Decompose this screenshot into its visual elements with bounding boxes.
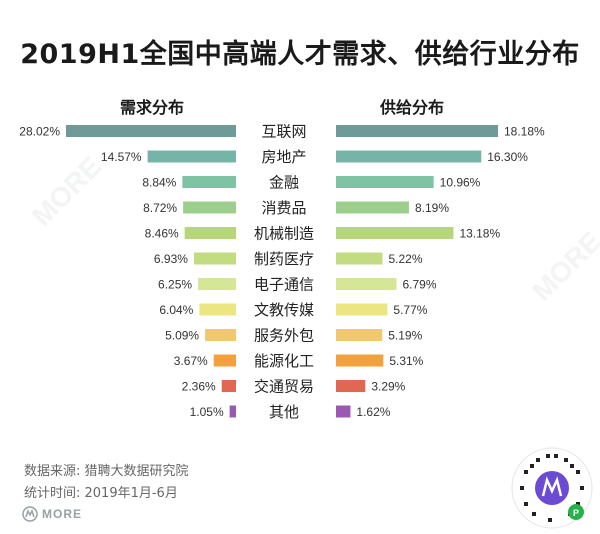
supply-bar (336, 227, 454, 239)
category-label: 能源化工 (254, 352, 314, 370)
supply-value-label: 1.62% (356, 405, 390, 419)
svg-text:P: P (573, 508, 579, 518)
demand-bar (229, 405, 236, 418)
supply-bar (336, 201, 409, 214)
category-label: 电子通信 (254, 276, 314, 294)
category-label: 其他 (269, 403, 299, 421)
category-label: 消费品 (261, 199, 306, 217)
supply-bar (336, 150, 482, 163)
logo-text: MORE (42, 507, 82, 521)
demand-value-label: 8.84% (142, 176, 176, 190)
demand-value-label: 28.02% (19, 125, 60, 139)
demand-subtitle: 需求分布 (120, 98, 185, 117)
category-label: 互联网 (261, 123, 306, 141)
supply-value-label: 16.30% (487, 150, 528, 164)
demand-value-label: 8.72% (143, 201, 177, 215)
supply-value-label: 13.18% (459, 227, 500, 241)
category-label: 交通贸易 (254, 378, 314, 396)
stat-period: 统计时间: 2019年1月-6月 (24, 486, 178, 501)
demand-value-label: 5.09% (165, 329, 199, 343)
demand-bar (193, 252, 236, 265)
demand-value-label: 2.36% (182, 380, 216, 394)
supply-bar (336, 125, 498, 137)
supply-value-label: 5.77% (393, 303, 427, 317)
demand-bar (205, 329, 236, 341)
demand-bar (183, 201, 236, 214)
demand-bar (66, 125, 236, 137)
qr-code-icon[interactable]: P (510, 446, 594, 530)
category-label: 制药医疗 (254, 250, 314, 268)
chart-title: 2019H1全国中高端人才需求、供给行业分布 (20, 39, 580, 70)
demand-bar (199, 303, 236, 316)
category-label: 机械制造 (254, 225, 314, 243)
supply-value-label: 3.29% (371, 380, 405, 394)
supply-bar (336, 278, 397, 290)
data-source: 数据来源: 猎聘大数据研究院 (24, 464, 189, 479)
demand-bar (198, 278, 236, 290)
demand-value-label: 6.25% (158, 278, 192, 292)
demand-value-label: 6.93% (154, 252, 188, 266)
supply-value-label: 10.96% (440, 176, 481, 190)
logo-icon (22, 506, 38, 522)
demand-value-label: 14.57% (101, 150, 142, 164)
supply-value-label: 18.18% (504, 125, 545, 139)
demand-value-label: 6.04% (159, 303, 193, 317)
demand-bar (182, 176, 236, 188)
demand-bar (147, 150, 236, 163)
category-label: 房地产 (261, 148, 306, 166)
supply-value-label: 5.19% (388, 329, 422, 343)
supply-value-label: 8.19% (415, 201, 449, 215)
category-label: 金融 (269, 174, 299, 192)
demand-value-label: 8.46% (145, 227, 179, 241)
category-label: 服务外包 (254, 327, 314, 345)
supply-bar (336, 303, 388, 316)
supply-bar (336, 405, 351, 418)
supply-bar (336, 176, 434, 188)
demand-value-label: 3.67% (174, 354, 208, 368)
supply-bar (336, 252, 383, 265)
supply-value-label: 5.31% (389, 354, 423, 368)
supply-value-label: 6.79% (403, 278, 437, 292)
supply-bar (336, 354, 384, 367)
supply-bar (336, 380, 366, 392)
category-label: 文教传媒 (254, 301, 314, 319)
supply-bar (336, 329, 383, 341)
demand-bar (213, 354, 236, 367)
demand-bar (221, 380, 236, 392)
brand-logo: MORE (22, 506, 82, 522)
supply-subtitle: 供给分布 (380, 98, 445, 117)
supply-value-label: 5.22% (389, 252, 423, 266)
demand-value-label: 1.05% (190, 405, 224, 419)
demand-bar (184, 227, 236, 239)
